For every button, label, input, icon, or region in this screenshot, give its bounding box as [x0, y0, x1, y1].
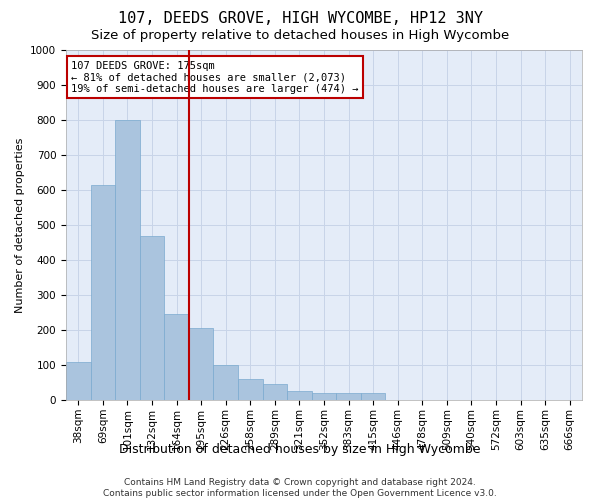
Text: Contains HM Land Registry data © Crown copyright and database right 2024.
Contai: Contains HM Land Registry data © Crown c…	[103, 478, 497, 498]
Bar	[287, 391, 312, 400]
Bar	[115, 120, 140, 400]
Text: 107, DEEDS GROVE, HIGH WYCOMBE, HP12 3NY: 107, DEEDS GROVE, HIGH WYCOMBE, HP12 3NY	[118, 11, 482, 26]
Bar	[164, 314, 189, 400]
Bar	[189, 328, 214, 400]
Bar	[66, 362, 91, 400]
Bar	[312, 393, 336, 400]
Text: Size of property relative to detached houses in High Wycombe: Size of property relative to detached ho…	[91, 29, 509, 42]
Bar	[214, 365, 238, 400]
Bar	[263, 384, 287, 400]
Bar	[361, 393, 385, 400]
Text: 107 DEEDS GROVE: 175sqm
← 81% of detached houses are smaller (2,073)
19% of semi: 107 DEEDS GROVE: 175sqm ← 81% of detache…	[71, 60, 359, 94]
Bar	[140, 236, 164, 400]
Bar	[238, 379, 263, 400]
Text: Distribution of detached houses by size in High Wycombe: Distribution of detached houses by size …	[119, 442, 481, 456]
Bar	[336, 393, 361, 400]
Bar	[91, 184, 115, 400]
Y-axis label: Number of detached properties: Number of detached properties	[14, 138, 25, 312]
